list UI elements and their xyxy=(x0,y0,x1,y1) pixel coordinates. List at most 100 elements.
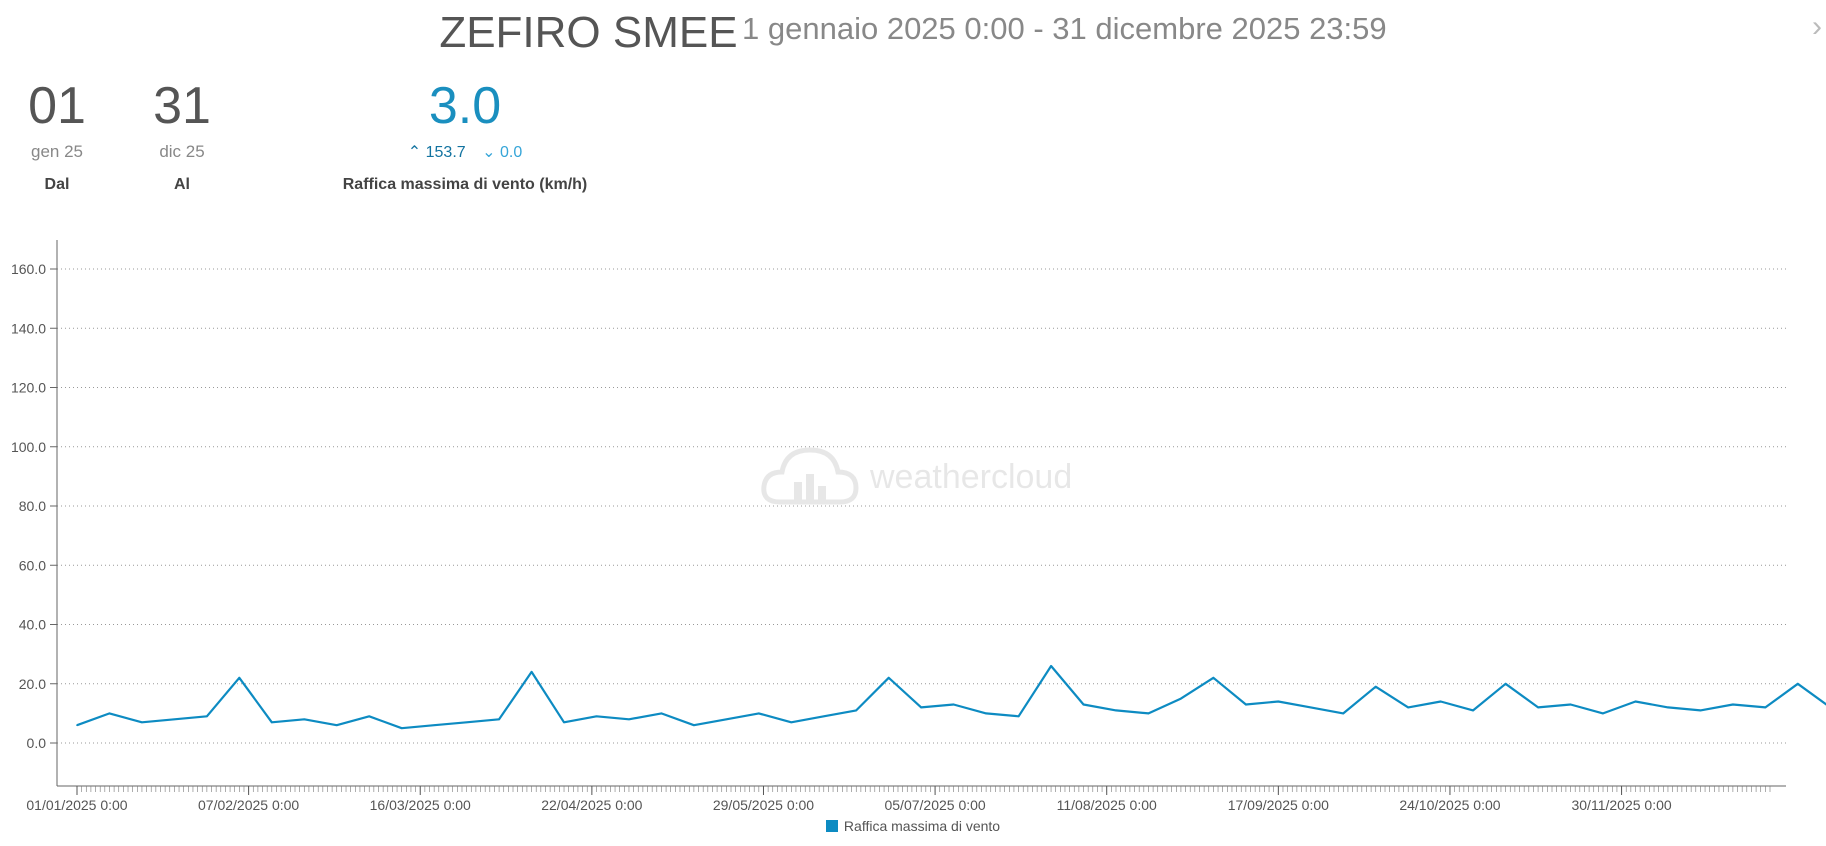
data-point xyxy=(498,718,500,721)
data-point xyxy=(76,724,78,726)
y-tick-label: 20.0 xyxy=(19,676,46,692)
max-number: 153.7 xyxy=(425,144,466,161)
max-value: ⌃ 153.7 xyxy=(408,144,466,161)
data-point xyxy=(530,671,533,673)
series xyxy=(76,664,1826,730)
wind-gust-chart: 0.0 20.0 40.0 60.0 80.0 100.0 120.0 140.0 160.0 0… xyxy=(11,240,1826,813)
chevron-down-icon: ⌄ xyxy=(482,144,496,161)
data-point xyxy=(1569,703,1572,706)
data-point xyxy=(1439,700,1442,703)
data-point xyxy=(1115,709,1117,712)
y-tick-label: 40.0 xyxy=(19,617,46,633)
data-point xyxy=(855,709,857,712)
grid xyxy=(57,268,1786,744)
data-point xyxy=(1082,703,1085,706)
data-point xyxy=(887,677,890,679)
x-tick-label: 17/09/2025 0:00 xyxy=(1228,797,1329,813)
station-name: ZEFIRO SMEE xyxy=(439,8,738,57)
from-day: 01 xyxy=(28,77,86,135)
data-point xyxy=(1667,706,1669,709)
data-point xyxy=(1634,700,1637,703)
y-tick-label: 160.0 xyxy=(11,261,46,277)
chevron-up-icon: ⌃ xyxy=(407,144,422,161)
data-point xyxy=(1732,703,1734,706)
y-tick-label: 80.0 xyxy=(19,498,46,514)
data-point xyxy=(563,721,565,724)
data-point xyxy=(335,724,338,726)
x-tick-label: 01/01/2025 0:00 xyxy=(26,797,127,813)
weathercloud-watermark: weathercloud xyxy=(760,442,1090,512)
y-tick-label: 100.0 xyxy=(11,439,46,455)
x-tick-label: 16/03/2025 0:00 xyxy=(370,797,471,813)
data-point xyxy=(985,712,987,715)
data-point xyxy=(1212,677,1215,679)
data-point xyxy=(660,712,663,715)
date-range: 1 gennaio 2025 0:00 - 31 dicembre 2025 2… xyxy=(742,11,1387,46)
data-point xyxy=(141,721,143,724)
legend-label: Raffica massima di vento xyxy=(843,818,1001,834)
chart-header: ZEFIRO SMEE 1 gennaio 2025 0:00 - 31 dic… xyxy=(0,0,1826,60)
data-point xyxy=(628,718,630,721)
data-point xyxy=(725,718,728,721)
data-point xyxy=(758,712,760,715)
data-point xyxy=(1310,706,1312,709)
x-tick-label: 24/10/2025 0:00 xyxy=(1399,797,1500,813)
from-month: gen 25 xyxy=(31,142,83,161)
to-day: 31 xyxy=(153,77,211,135)
legend-swatch xyxy=(825,820,838,832)
data-point xyxy=(1017,715,1020,718)
data-point xyxy=(595,715,598,718)
series-line xyxy=(76,664,1826,730)
data-point xyxy=(303,718,306,721)
data-point xyxy=(1147,712,1150,715)
data-point xyxy=(1602,712,1604,715)
data-point xyxy=(1472,709,1474,712)
x-tick-label: 29/05/2025 0:00 xyxy=(713,797,814,813)
x-tick-label: 22/04/2025 0:00 xyxy=(541,797,642,813)
data-point xyxy=(173,718,176,721)
data-point xyxy=(433,724,436,726)
data-point xyxy=(1699,709,1702,712)
data-point xyxy=(1180,697,1182,700)
to-label: Al xyxy=(174,176,190,193)
from-label: Dal xyxy=(44,176,70,193)
x-tick-label: 30/11/2025 0:00 xyxy=(1571,797,1671,813)
y-tick-label: 140.0 xyxy=(11,320,46,336)
min-max-row: ⌃ 153.7 ⌄ 0.0 xyxy=(330,142,600,162)
y-tick-label: 60.0 xyxy=(19,557,46,573)
y-tick-label: 120.0 xyxy=(11,380,46,396)
min-value: ⌄ 0.0 xyxy=(482,144,522,161)
data-point xyxy=(1374,685,1377,688)
data-point xyxy=(1245,703,1247,706)
data-point xyxy=(952,703,955,706)
to-month: dic 25 xyxy=(159,142,205,161)
data-point xyxy=(108,712,111,715)
data-point xyxy=(1277,700,1280,703)
x-tick-label: 07/02/2025 0:00 xyxy=(198,797,299,813)
metric-summary: 3.0 ⌃ 153.7 ⌄ 0.0 Raffica massima di ven… xyxy=(330,76,600,194)
data-point xyxy=(1797,683,1799,685)
from-date: 01 gen 25 Dal xyxy=(20,76,94,194)
watermark-text: weathercloud xyxy=(870,458,1073,496)
metric-value: 3.0 xyxy=(428,77,502,135)
x-tick-label: 05/07/2025 0:00 xyxy=(884,797,985,813)
min-number: 0.0 xyxy=(499,144,523,161)
data-point xyxy=(920,706,922,709)
data-point xyxy=(1342,712,1345,715)
data-point xyxy=(400,727,403,729)
data-point xyxy=(1764,706,1767,709)
data-point xyxy=(465,721,468,724)
data-point xyxy=(790,721,793,724)
cloud-logo-icon xyxy=(761,447,859,505)
next-period-chevron-icon[interactable]: › xyxy=(1812,10,1822,43)
x-tick-label: 11/08/2025 0:00 xyxy=(1057,797,1157,813)
data-point xyxy=(693,724,695,726)
data-point xyxy=(1050,665,1052,667)
data-point xyxy=(238,677,241,679)
data-point xyxy=(1537,706,1539,709)
y-tick-label: 0.0 xyxy=(27,735,47,751)
axes: 0.0 20.0 40.0 60.0 80.0 100.0 120.0 140.0 160.0 0… xyxy=(11,240,1786,813)
data-point xyxy=(823,715,825,718)
chart-legend[interactable]: Raffica massima di vento xyxy=(0,818,1826,834)
metric-label: Raffica massima di vento (km/h) xyxy=(342,176,588,193)
